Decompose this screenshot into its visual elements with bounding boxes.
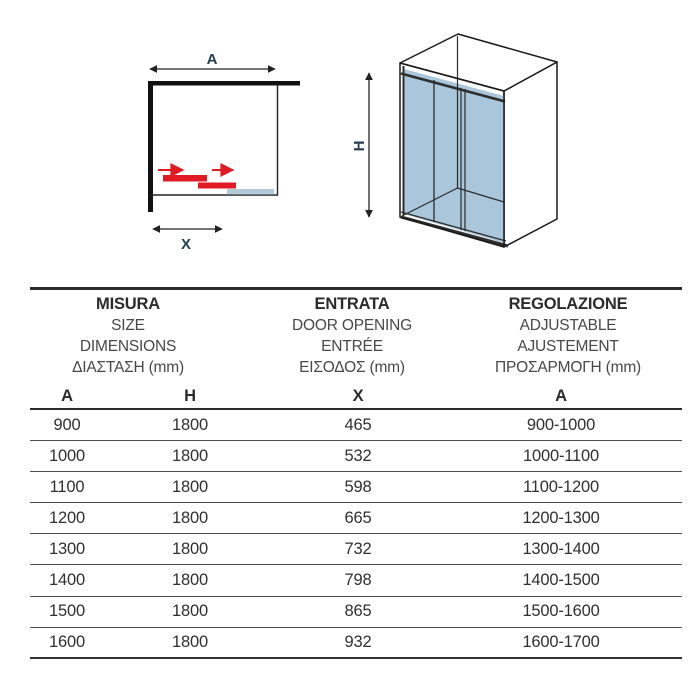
- header-line: ENTRÉE: [321, 338, 383, 355]
- cell-h: 1800: [172, 508, 208, 527]
- subheader-a: A: [61, 386, 73, 405]
- header-line: SIZE: [111, 317, 145, 334]
- cell-a: 1600: [49, 632, 85, 651]
- cell-x: 465: [344, 415, 372, 434]
- table-row: 1300 1800 732 1300-1400: [30, 534, 682, 566]
- cell-a: 900: [53, 415, 81, 434]
- cell-h: 1800: [172, 571, 208, 590]
- dimension-spec-table: MISURA SIZE DIMENSIONS ΔΙΑΣΤΑΣΗ (mm) ENT…: [30, 287, 682, 659]
- cell-adjust: 1000-1100: [523, 446, 599, 465]
- subheader-row: A H X A: [30, 384, 682, 410]
- technical-diagrams: A X H: [148, 33, 558, 253]
- cell-adjust: 1200-1300: [522, 508, 600, 527]
- cell-x: 865: [344, 602, 372, 621]
- table-row: 1100 1800 598 1100-1200: [30, 472, 682, 504]
- table-row: 1600 1800 932 1600-1700: [30, 628, 682, 659]
- iso-height-label: H: [351, 141, 368, 152]
- plan-width-label: A: [207, 51, 218, 68]
- sliding-panel-1: [163, 175, 207, 182]
- plan-opening-label: X: [181, 236, 191, 253]
- header-line: ΠΡΟΣΑΡΜΟΓΗ (mm): [495, 359, 641, 376]
- cell-x: 532: [344, 446, 372, 465]
- cell-a: 1000: [49, 446, 85, 465]
- glass-door-outline: [399, 62, 505, 248]
- cell-h: 1800: [172, 539, 208, 558]
- cell-adjust: 1600-1700: [522, 632, 600, 651]
- header-line: ΔΙΑΣΤΑΣΗ (mm): [72, 359, 184, 376]
- enclosure-side-face: [503, 61, 558, 248]
- header-line: REGOLAZIONE: [508, 295, 628, 313]
- header-group-entrata: ENTRATA DOOR OPENING ENTRÉE ΕΙΣΟΔΟΣ (mm): [292, 294, 412, 378]
- cell-x: 732: [344, 539, 372, 558]
- cell-adjust: 900-1000: [526, 415, 596, 434]
- cell-h: 1800: [172, 446, 208, 465]
- cell-x: 665: [344, 508, 372, 527]
- cell-a: 1500: [49, 602, 85, 621]
- cell-a: 1200: [49, 508, 85, 527]
- table-header: MISURA SIZE DIMENSIONS ΔΙΑΣΤΑΣΗ (mm) ENT…: [30, 290, 682, 384]
- cell-h: 1800: [172, 632, 208, 651]
- subheader-h: H: [184, 386, 196, 405]
- table-row: 1500 1800 865 1500-1600: [30, 597, 682, 628]
- header-line: AJUSTEMENT: [517, 338, 619, 355]
- side-wall: [148, 81, 153, 212]
- top-wall: [148, 81, 300, 86]
- header-line: ENTRATA: [314, 295, 390, 313]
- table-row: 1200 1800 665 1200-1300: [30, 503, 682, 535]
- fixed-panel: [227, 189, 274, 195]
- subheader-x: X: [352, 386, 364, 405]
- cell-h: 1800: [172, 477, 208, 496]
- header-line: ADJUSTABLE: [519, 317, 617, 334]
- cell-h: 1800: [172, 415, 208, 434]
- header-line: DOOR OPENING: [292, 317, 412, 334]
- cell-x: 598: [344, 477, 372, 496]
- header-line: MISURA: [96, 295, 160, 313]
- table-row: 1000 1800 532 1000-1100: [30, 441, 682, 473]
- iso-view-diagram: H: [351, 33, 558, 248]
- cell-adjust: 1400-1500: [522, 571, 600, 590]
- glass-door-front: [404, 69, 504, 243]
- header-line: ΕΙΣΟΔΟΣ (mm): [299, 359, 405, 376]
- top-track-rail: [400, 72, 506, 103]
- cell-h: 1800: [172, 602, 208, 621]
- cell-x: 798: [344, 571, 372, 590]
- cell-a: 1400: [49, 571, 85, 590]
- subheader-adjust-a: A: [555, 386, 567, 405]
- sliding-panel-2: [198, 182, 236, 189]
- table-row: 1400 1800 798 1400-1500: [30, 565, 682, 597]
- cell-adjust: 1500-1600: [522, 602, 600, 621]
- bottom-rail-thin: [400, 211, 507, 242]
- cell-a: 1300: [49, 539, 85, 558]
- header-group-regolazione: REGOLAZIONE ADJUSTABLE AJUSTEMENT ΠΡΟΣΑΡ…: [495, 294, 641, 378]
- cell-adjust: 1300-1400: [522, 539, 600, 558]
- cell-adjust: 1100-1200: [523, 477, 599, 496]
- plan-view-diagram: A X: [148, 51, 300, 253]
- floor-left-edge: [401, 187, 458, 217]
- table-row: 900 1800 465 900-1000: [30, 410, 682, 442]
- table-body: 900 1800 465 900-1000 1000 1800 532 1000…: [30, 410, 682, 659]
- header-group-misura: MISURA SIZE DIMENSIONS ΔΙΑΣΤΑΣΗ (mm): [72, 294, 184, 378]
- cell-a: 1100: [49, 477, 85, 496]
- header-line: DIMENSIONS: [79, 338, 177, 355]
- cell-x: 932: [344, 632, 372, 651]
